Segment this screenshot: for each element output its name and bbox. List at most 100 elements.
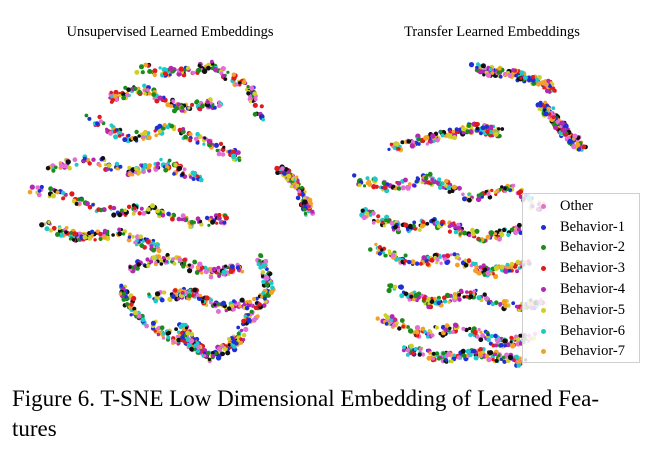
scatter-point — [154, 98, 160, 104]
scatter-point — [174, 327, 179, 331]
scatter-point — [154, 291, 161, 297]
scatter-point — [98, 119, 103, 124]
scatter-point — [141, 167, 145, 171]
scatter-point — [442, 299, 448, 304]
scatter-point — [457, 293, 461, 297]
scatter-point — [109, 100, 114, 104]
scatter-point — [95, 121, 100, 126]
scatter-point — [515, 337, 521, 342]
scatter-point — [551, 82, 555, 86]
scatter-point — [468, 294, 474, 299]
scatter-point — [380, 248, 384, 252]
scatter-point — [200, 299, 205, 304]
scatter-point — [260, 295, 264, 299]
scatter-point — [391, 323, 396, 328]
scatter-point — [159, 157, 163, 162]
scatter-point — [196, 67, 202, 73]
scatter-point — [55, 232, 60, 237]
scatter-point — [194, 99, 200, 104]
scatter-point — [137, 134, 141, 138]
scatter-point — [258, 253, 263, 258]
scatter-point — [207, 223, 211, 227]
scatter-point — [436, 356, 441, 361]
scatter-point — [211, 266, 217, 272]
scatter-point — [103, 163, 108, 167]
scatter-point — [475, 68, 479, 73]
scatter-point — [274, 165, 280, 172]
scatter-point — [382, 224, 386, 228]
scatter-point — [461, 326, 466, 331]
scatter-point — [261, 279, 266, 285]
scatter-point — [465, 290, 469, 294]
scatter-point — [241, 79, 247, 85]
scatter-point — [153, 298, 159, 304]
scatter-point — [496, 70, 501, 75]
scatter-point — [35, 185, 40, 190]
scatter-point — [197, 106, 202, 111]
scatter-point — [465, 294, 469, 299]
scatter-point — [468, 326, 472, 331]
scatter-point — [430, 333, 435, 338]
scatter-point — [479, 131, 483, 136]
scatter-point — [165, 252, 170, 258]
scatter-point — [176, 330, 181, 334]
scatter-point — [389, 220, 395, 226]
scatter-point — [441, 254, 446, 258]
scatter-point — [210, 59, 214, 64]
scatter-point — [140, 132, 144, 136]
scatter-point — [206, 351, 211, 355]
scatter-point — [64, 230, 68, 235]
scatter-point — [371, 220, 376, 225]
scatter-point — [400, 185, 406, 191]
scatter-point — [544, 88, 550, 94]
scatter-point — [50, 193, 57, 199]
scatter-point — [406, 139, 411, 144]
scatter-point — [462, 295, 466, 299]
right-panel-title: Transfer Learned Embeddings — [404, 24, 580, 40]
scatter-point — [133, 240, 137, 245]
scatter-point — [184, 326, 189, 330]
scatter-point — [421, 255, 427, 261]
scatter-point — [430, 177, 434, 182]
scatter-point — [134, 69, 140, 75]
scatter-point — [246, 317, 252, 323]
scatter-point — [452, 135, 457, 141]
scatter-point — [67, 165, 72, 171]
scatter-point — [223, 77, 228, 81]
scatter-point — [166, 335, 171, 340]
scatter-point — [505, 262, 510, 267]
scatter-point — [300, 185, 304, 190]
scatter-point — [482, 130, 486, 134]
scatter-point — [180, 334, 186, 340]
scatter-point — [228, 269, 234, 274]
scatter-point — [105, 167, 109, 172]
scatter-point — [161, 256, 166, 260]
scatter-point — [417, 228, 422, 232]
scatter-point — [387, 283, 391, 288]
scatter-point — [393, 141, 400, 147]
scatter-point — [123, 85, 128, 90]
scatter-point — [236, 325, 241, 330]
scatter-point — [514, 354, 520, 360]
scatter-point — [58, 232, 64, 238]
scatter-point — [189, 331, 195, 337]
scatter-point — [136, 313, 142, 319]
scatter-point — [303, 204, 307, 209]
scatter-point — [269, 281, 274, 286]
scatter-point — [444, 178, 449, 184]
scatter-point — [397, 257, 402, 261]
caption-line-1: Figure 6. T-SNE Low Dimensional Embeddin… — [12, 386, 600, 411]
scatter-point — [193, 343, 198, 348]
scatter-point — [371, 184, 377, 190]
scatter-point — [491, 357, 495, 362]
scatter-point — [182, 260, 187, 265]
scatter-point — [230, 153, 237, 159]
scatter-point — [268, 271, 273, 276]
scatter-point — [93, 238, 97, 242]
scatter-point — [494, 358, 499, 363]
scatter-point — [195, 348, 201, 354]
scatter-point — [486, 332, 490, 337]
legend-marker — [541, 203, 546, 209]
scatter-point — [51, 168, 56, 173]
scatter-point — [513, 229, 519, 236]
